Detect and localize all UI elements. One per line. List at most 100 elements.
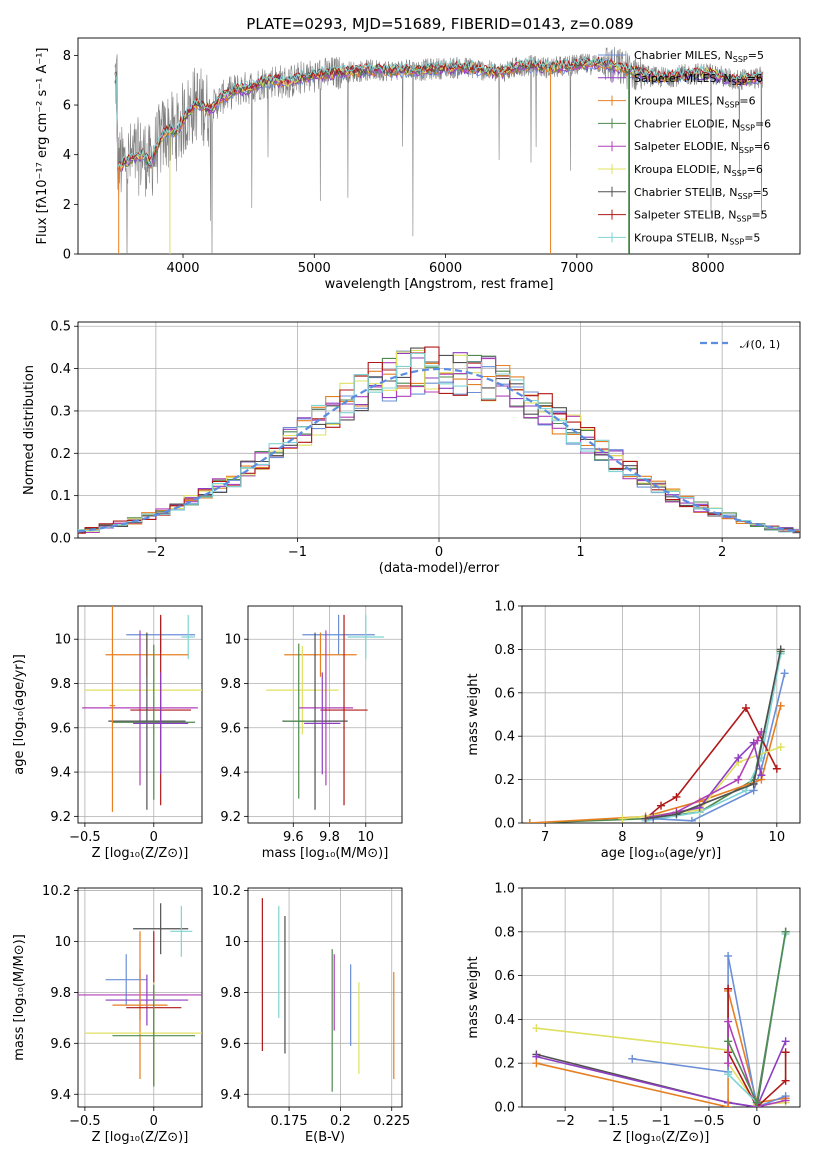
- y-tick-label: 8: [63, 49, 71, 64]
- x-tick-label: −0.5: [69, 830, 101, 845]
- weight-point-marker: [780, 669, 789, 678]
- y-tick-label: 9.6: [220, 721, 241, 736]
- weight-point-marker: [687, 816, 696, 823]
- axes-frame: [247, 605, 403, 824]
- errorbars: [266, 614, 384, 810]
- legend-label: Chabrier MILES, NSSP=5: [634, 49, 764, 64]
- x-tick-label: 5000: [298, 261, 331, 276]
- x-tick-label: 8000: [692, 261, 725, 276]
- x-tick-label: −0.5: [693, 1114, 725, 1129]
- x-tick-label: 0.175: [270, 1114, 307, 1129]
- legend-label-sub: SSP: [729, 237, 744, 246]
- y-tick-label: 0.6: [494, 969, 515, 984]
- y-tick-label: 4: [63, 148, 71, 163]
- y-tick-label: 0.8: [494, 925, 515, 940]
- legend-label-count: =5: [744, 231, 760, 244]
- axes-frame: [247, 887, 403, 1108]
- x-tick-label: 0.225: [373, 1114, 410, 1129]
- y-axis-label: mass weight: [466, 956, 481, 1038]
- residual-histogram: [78, 352, 800, 533]
- legend-label-count: =6: [747, 163, 763, 176]
- axes-frame: [521, 887, 801, 1108]
- legend-label-name: Salpeter STELIB, N: [634, 209, 736, 222]
- x-axis-label: (data-model)/error: [379, 561, 500, 576]
- weight-point-marker: [781, 927, 790, 936]
- model-spectrum-line: [114, 57, 763, 167]
- weight-point-marker: [776, 743, 785, 752]
- weight-point-marker: [781, 1048, 790, 1057]
- y-tick-label: 1.0: [494, 600, 515, 615]
- y-tick-label: 0.3: [50, 404, 71, 419]
- y-tick-label: 0.2: [494, 1057, 515, 1072]
- weight-series-line: [536, 1040, 787, 1107]
- x-tick-label: 9.6: [283, 830, 304, 845]
- weight-vs-age-plot: 7 8 9 10 0.0 0.2 0.4 0.6 0.8 1.0 age [log₁₀(age/yr…: [466, 600, 801, 861]
- weight-series-line: [645, 649, 782, 820]
- weight-point-marker: [772, 764, 781, 773]
- y-tick-label: 0.4: [50, 362, 71, 377]
- histogram-lines: [78, 346, 800, 534]
- legend-label-name: Salpeter ELODIE, N: [634, 140, 739, 153]
- x-axis-label: wavelength [Angstrom, rest frame]: [325, 277, 554, 292]
- y-tick-label: 0.2: [50, 447, 71, 462]
- weight-vs-z-plot: −2 −1.5 −1 −0.5 0 0.0 0.2 0.4 0.6 0.8 1.0 Z [log₁₀(…: [466, 882, 801, 1145]
- y-tick-label: 0.0: [50, 532, 71, 547]
- spectrum-plot: 4000 5000 6000 7000 8000 0 2 4 6 8 wavelength [Ang…: [35, 37, 801, 292]
- legend-label-count: =5: [753, 186, 769, 199]
- model-spectrum-line: [114, 55, 763, 168]
- y-tick-label: 0.4: [494, 1013, 515, 1028]
- x-axis-label: Z [log₁₀(Z/Z⊙)]: [92, 1130, 189, 1145]
- weight-point-marker: [724, 951, 733, 960]
- y-tick-label: 9.4: [50, 766, 71, 781]
- x-tick-label: 10: [769, 830, 786, 845]
- x-tick-label: 9: [695, 830, 703, 845]
- mass-vs-ebv-plot: 0.175 0.2 0.225 9.4 9.6 9.8 10 10.2 E(B-V): [212, 884, 410, 1145]
- weight-point-marker: [749, 779, 758, 788]
- y-axis-label: age [log₁₀(age/yr)]: [12, 654, 27, 775]
- y-tick-label: 9.6: [50, 721, 71, 736]
- y-tick-label: 10: [224, 935, 241, 950]
- y-axis-label: mass weight: [466, 673, 481, 755]
- x-tick-label: 0: [150, 830, 158, 845]
- legend-label: Kroupa ELODIE, NSSP=6: [634, 163, 763, 178]
- y-tick-label: 10: [224, 633, 241, 648]
- legend-label: Salpeter MILES, NSSP=6: [634, 72, 763, 87]
- axes-frame: [77, 321, 801, 539]
- y-tick-label: 0.4: [494, 730, 515, 745]
- legend-label-name: Chabrier MILES, N: [634, 49, 733, 62]
- weight-series-line: [529, 705, 782, 823]
- weight-point-marker: [525, 819, 534, 823]
- errorbars: [82, 606, 202, 812]
- weight-point-marker: [781, 1037, 790, 1046]
- legend-label-count: =5: [751, 209, 767, 222]
- x-tick-label: 9.8: [319, 830, 340, 845]
- legend-label: Salpeter ELODIE, NSSP=6: [634, 140, 770, 155]
- y-tick-label: 9.8: [50, 677, 71, 692]
- y-tick-label: 9.2: [50, 810, 71, 825]
- x-tick-label: 2: [718, 545, 726, 560]
- weight-point-marker: [672, 810, 681, 819]
- x-tick-label: 10: [357, 830, 374, 845]
- legend-label-sub: SSP: [724, 101, 739, 110]
- weight-point-marker: [781, 1096, 790, 1105]
- x-tick-label: 1: [576, 545, 584, 560]
- y-tick-label: 0.2: [494, 773, 515, 788]
- weight-point-marker: [724, 1070, 733, 1079]
- weight-point-marker: [776, 701, 785, 710]
- axes-frame: [77, 605, 203, 824]
- x-axis-label: E(B-V): [305, 1130, 345, 1145]
- weight-point-marker: [752, 1098, 761, 1107]
- weight-point-marker: [672, 792, 681, 801]
- y-tick-label: 9.6: [220, 1037, 241, 1052]
- y-tick-label: 9.2: [220, 810, 241, 825]
- legend-label-sub: SSP: [740, 123, 755, 132]
- y-tick-label: 9.4: [50, 1088, 71, 1103]
- weight-point-marker: [724, 1103, 733, 1107]
- y-axis-label: Flux [fλ10⁻¹⁷ erg cm⁻² s⁻¹ A⁻¹]: [35, 48, 50, 245]
- y-tick-label: 10.2: [212, 884, 241, 899]
- x-tick-label: 0.2: [330, 1114, 351, 1129]
- weight-lines: [525, 645, 789, 823]
